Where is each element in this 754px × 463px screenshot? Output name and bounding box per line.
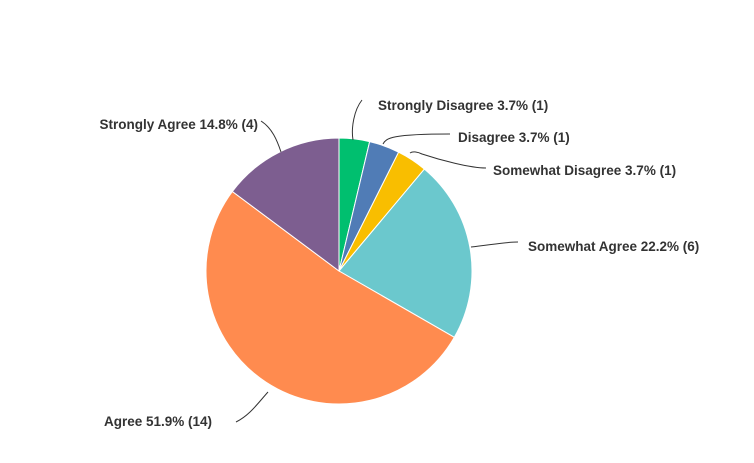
leader-line-disagree xyxy=(382,133,451,145)
pie-slice-agree xyxy=(205,190,456,405)
leader-lines xyxy=(235,99,519,423)
leader-line-agree xyxy=(235,391,269,423)
label-strongly-agree: Strongly Agree 14.8% (4) xyxy=(99,117,258,132)
pie-slice-strongly-agree xyxy=(231,137,340,272)
leader-line-strongly-disagree xyxy=(351,99,363,141)
label-agree: Agree 51.9% (14) xyxy=(104,414,212,429)
pie-slices xyxy=(205,137,473,405)
label-disagree: Disagree 3.7% (1) xyxy=(458,130,570,145)
leader-line-somewhat-agree xyxy=(470,241,519,248)
leader-line-somewhat-disagree xyxy=(409,151,487,169)
pie-slice-somewhat-agree xyxy=(338,168,473,338)
leader-line-strongly-agree xyxy=(260,120,282,153)
label-somewhat-agree: Somewhat Agree 22.2% (6) xyxy=(528,239,699,254)
slice-labels: Strongly Disagree 3.7% (1) Disagree 3.7%… xyxy=(99,98,699,429)
label-strongly-disagree: Strongly Disagree 3.7% (1) xyxy=(378,98,548,113)
label-somewhat-disagree: Somewhat Disagree 3.7% (1) xyxy=(493,163,676,178)
